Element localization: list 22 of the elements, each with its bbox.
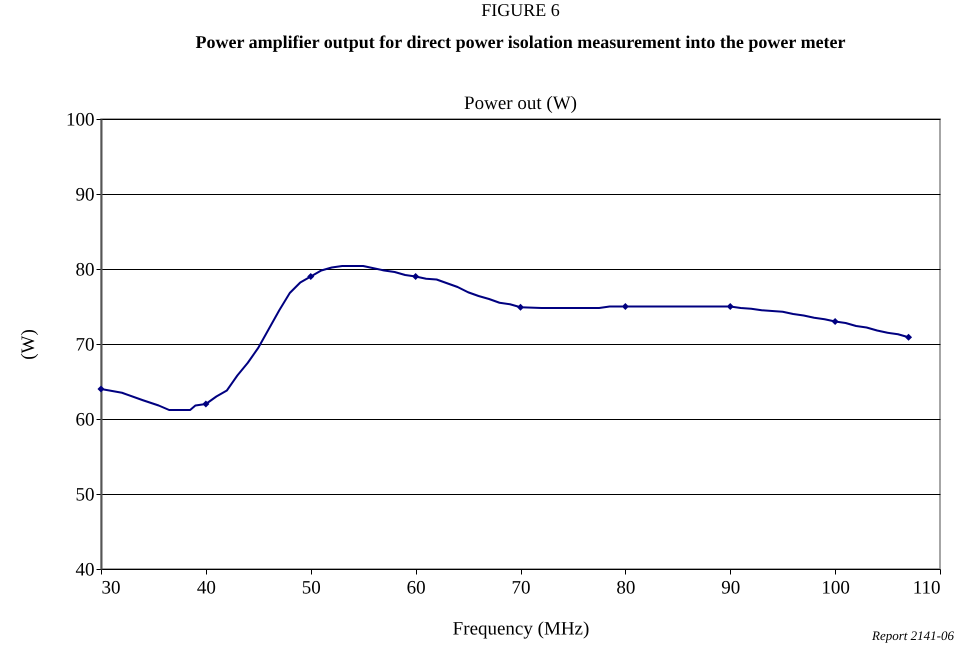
y-tick-label: 50 bbox=[76, 484, 94, 506]
y-tick-label: 80 bbox=[76, 260, 94, 280]
text: Power out (W) bbox=[464, 93, 577, 114]
chart-title: FIGURE 6 bbox=[481, 0, 560, 20]
x-tick-label: 50 bbox=[302, 578, 321, 598]
x-tick-label: 70 bbox=[512, 578, 530, 598]
y-axis-title: (W) bbox=[18, 329, 39, 360]
x-axis-title: Frequency (MHz) bbox=[452, 618, 590, 640]
x-tick-label: 60 bbox=[406, 578, 426, 598]
y-tick-label: 40 bbox=[76, 560, 94, 580]
x-tick-label: 40 bbox=[196, 578, 216, 598]
x-tick-label: 110 bbox=[912, 578, 940, 598]
x-tick-label: 80 bbox=[616, 578, 636, 598]
y-tick-label: 90 bbox=[76, 184, 94, 206]
x-tick-label: 30 bbox=[102, 578, 120, 598]
x-tick-label: 90 bbox=[721, 578, 740, 598]
chart-subtitle: Power amplifier output for direct power isolation measurement into the power meter bbox=[195, 32, 846, 52]
y-tick-label: 70 bbox=[76, 334, 94, 356]
y-tick-label: 100 bbox=[66, 110, 94, 130]
y-tick-label: 60 bbox=[76, 410, 94, 430]
text: Report 2141-06 bbox=[871, 628, 954, 643]
x-tick-label: 100 bbox=[821, 578, 850, 598]
